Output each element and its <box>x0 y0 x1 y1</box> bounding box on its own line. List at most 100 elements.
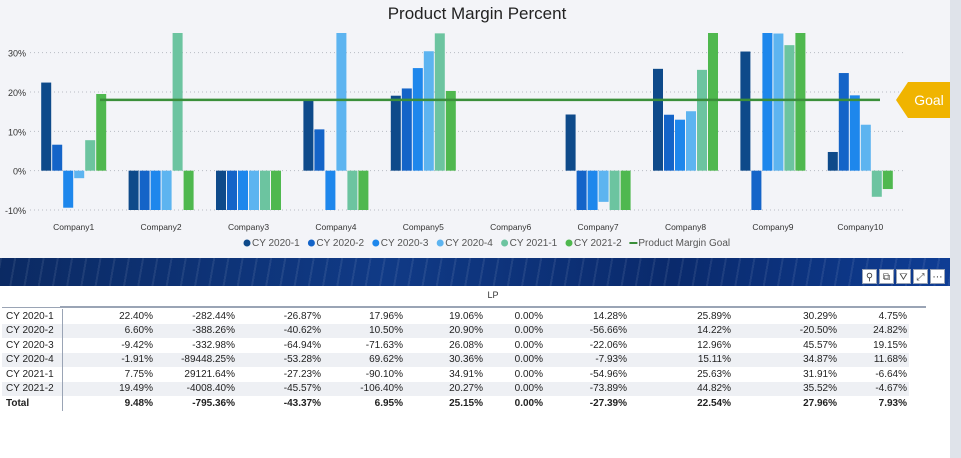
y-tick-label: -10% <box>5 206 26 216</box>
bar[interactable] <box>751 170 762 210</box>
bar[interactable] <box>336 33 347 171</box>
legend-item[interactable]: CY 2021-2 <box>565 238 623 249</box>
legend-label: Product Margin Goal <box>638 238 730 249</box>
bar[interactable] <box>390 95 401 171</box>
bar[interactable] <box>686 111 696 171</box>
bar[interactable] <box>172 33 183 171</box>
table-cell: 0.00% <box>485 396 545 411</box>
table-cell: -106.40% <box>323 381 405 396</box>
table-cell: 45.57% <box>803 339 837 351</box>
chart-title: Product Margin Percent <box>388 4 567 23</box>
bar[interactable] <box>347 170 358 210</box>
bar[interactable] <box>653 68 663 171</box>
bar[interactable] <box>849 95 860 171</box>
bar[interactable] <box>260 170 270 210</box>
table-cell: 7.93% <box>839 396 909 411</box>
legend[interactable]: CY 2020-1 CY 2020-2 CY 2020-3 CY 2020-4 CY 2… <box>243 238 731 249</box>
bar[interactable] <box>96 94 107 171</box>
more-options-icon[interactable]: ⋯ <box>930 269 945 284</box>
legend-marker <box>436 239 444 247</box>
bar[interactable] <box>598 170 609 202</box>
bar[interactable] <box>697 69 707 171</box>
bar[interactable] <box>664 114 674 171</box>
bar[interactable] <box>139 170 150 210</box>
legend-item[interactable]: CY 2021-1 <box>501 238 558 249</box>
bar[interactable] <box>576 170 587 210</box>
x-tick-label: Company4 <box>315 222 356 232</box>
bar[interactable] <box>249 170 259 210</box>
visual-header-toolbar: ⚲ ⧉ ⛛ ⤢ ⋯ <box>862 269 945 285</box>
bar[interactable] <box>675 119 685 171</box>
table-cell: 22.54% <box>629 396 733 411</box>
y-tick-label: 20% <box>8 88 26 98</box>
bar[interactable] <box>565 114 576 171</box>
bar[interactable] <box>609 170 620 210</box>
bar[interactable] <box>773 33 784 171</box>
table-cell: 0.00% <box>514 339 543 351</box>
bar[interactable] <box>434 33 445 171</box>
x-tick-label: Company3 <box>228 222 269 232</box>
table-cell: -27.23% <box>283 368 321 380</box>
table-cell: -795.36% <box>155 396 237 411</box>
bar[interactable] <box>838 73 849 171</box>
focus-mode-icon[interactable]: ⤢ <box>913 269 928 284</box>
bar[interactable] <box>74 170 85 179</box>
copy-icon[interactable]: ⧉ <box>879 269 894 284</box>
bar[interactable] <box>401 88 412 171</box>
legend-item[interactable]: Product Margin Goal <box>629 238 730 249</box>
bar[interactable] <box>128 170 139 210</box>
table-cell: -71.63% <box>365 339 403 351</box>
legend-item[interactable]: CY 2020-4 <box>436 238 494 249</box>
bar[interactable] <box>860 124 871 171</box>
legend-item[interactable]: CY 2020-2 <box>307 238 365 249</box>
bar[interactable] <box>227 170 237 210</box>
bar[interactable] <box>871 170 882 197</box>
y-tick-label: 10% <box>8 127 26 137</box>
bar[interactable] <box>63 170 74 208</box>
table-cell: 35.52% <box>733 381 839 396</box>
bar[interactable] <box>216 170 226 210</box>
table-cell: 69.62% <box>323 352 405 367</box>
legend-item[interactable]: CY 2020-3 <box>372 238 429 249</box>
table-cell: -4008.40% <box>155 381 237 396</box>
bar[interactable] <box>41 82 52 171</box>
table-cell: -20.50% <box>733 323 839 338</box>
bar[interactable] <box>85 140 96 171</box>
table-cell: 26.08% <box>449 339 483 351</box>
bar[interactable] <box>445 90 456 171</box>
bar[interactable] <box>52 144 63 171</box>
bar[interactable] <box>423 51 434 171</box>
table-cell: -6.64% <box>875 368 907 380</box>
bar[interactable] <box>784 45 795 171</box>
bar[interactable] <box>358 170 369 210</box>
y-tick-label: 0% <box>13 167 26 177</box>
bar[interactable] <box>161 170 172 210</box>
matrix-table: CY 2020-1 22.40% -282.44% -26.87% 17.96% 19.0… <box>2 309 910 411</box>
bar[interactable] <box>303 100 314 171</box>
table-cell: 31.91% <box>803 368 837 380</box>
bar[interactable] <box>150 170 161 210</box>
bar[interactable] <box>620 170 631 210</box>
table-cell: -1.91% <box>62 352 155 367</box>
bar[interactable] <box>708 33 718 171</box>
filter-icon[interactable]: ⛛ <box>896 269 911 284</box>
table-row: CY 2020-1 22.40% -282.44% -26.87% 17.96% 19.0… <box>2 309 909 324</box>
bar[interactable] <box>183 170 194 210</box>
x-tick-label: Company8 <box>665 222 706 232</box>
bar[interactable] <box>314 129 325 171</box>
bar[interactable] <box>238 170 248 210</box>
table-cell: 19.49% <box>62 381 155 396</box>
bar[interactable] <box>325 170 336 210</box>
bar[interactable] <box>827 151 838 171</box>
bar[interactable] <box>412 68 423 171</box>
table-cell: 17.96% <box>369 310 403 322</box>
bar[interactable] <box>795 33 806 171</box>
bar[interactable] <box>587 170 598 210</box>
pin-icon[interactable]: ⚲ <box>862 269 877 284</box>
table-cell: 14.22% <box>629 323 733 338</box>
bar[interactable] <box>271 170 281 210</box>
legend-item[interactable]: CY 2020-1 <box>243 238 301 249</box>
bar[interactable] <box>882 170 893 190</box>
bar[interactable] <box>740 51 751 171</box>
bar[interactable] <box>762 33 773 171</box>
